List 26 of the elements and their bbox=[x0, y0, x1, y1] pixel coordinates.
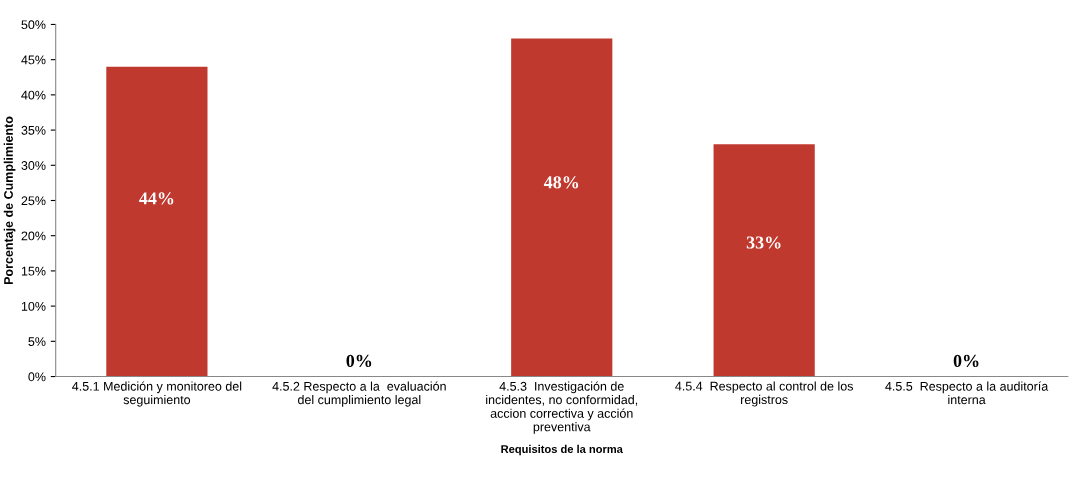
y-tick-label: 5% bbox=[28, 337, 46, 346]
y-tick-label: 35% bbox=[21, 125, 46, 135]
x-axis-title: Requisitos de la norma bbox=[501, 444, 623, 456]
y-tick-label: 15% bbox=[21, 266, 46, 276]
bar bbox=[713, 144, 815, 377]
data-label: 33% bbox=[746, 236, 781, 249]
data-label: 48% bbox=[543, 176, 579, 189]
y-tick-label: 45% bbox=[21, 55, 46, 65]
bar bbox=[511, 38, 613, 377]
data-label: 0% bbox=[953, 354, 979, 368]
y-tick-label: 50% bbox=[21, 20, 46, 30]
y-tick-label: 0% bbox=[28, 372, 46, 382]
x-tick-label: 4.5.5 Respecto a la auditoría interna bbox=[885, 381, 1049, 405]
bar bbox=[106, 66, 208, 377]
x-tick-label: 4.5.2 Respecto a la evaluación del cumplimiento legal bbox=[272, 381, 446, 407]
y-tick-label: 40% bbox=[21, 90, 46, 100]
y-tick-label: 25% bbox=[21, 196, 46, 206]
x-tick-label: 4.5.3 Investigación de incidentes, no conformidad, accion correctiva y acción preventiva bbox=[486, 381, 638, 434]
y-axis-title: Porcentaje de Cumplimiento bbox=[3, 116, 16, 285]
data-label: 0% bbox=[346, 354, 372, 368]
y-tick-label: 20% bbox=[21, 231, 46, 241]
y-tick-label: 10% bbox=[21, 301, 46, 311]
y-tick-label: 30% bbox=[21, 161, 46, 170]
x-tick-label: 4.5.4 Respecto al control de los registros bbox=[675, 381, 853, 407]
data-label: 44% bbox=[139, 192, 174, 205]
x-tick-label: 4.5.1 Medición y monitoreo del seguimiento bbox=[72, 381, 242, 407]
